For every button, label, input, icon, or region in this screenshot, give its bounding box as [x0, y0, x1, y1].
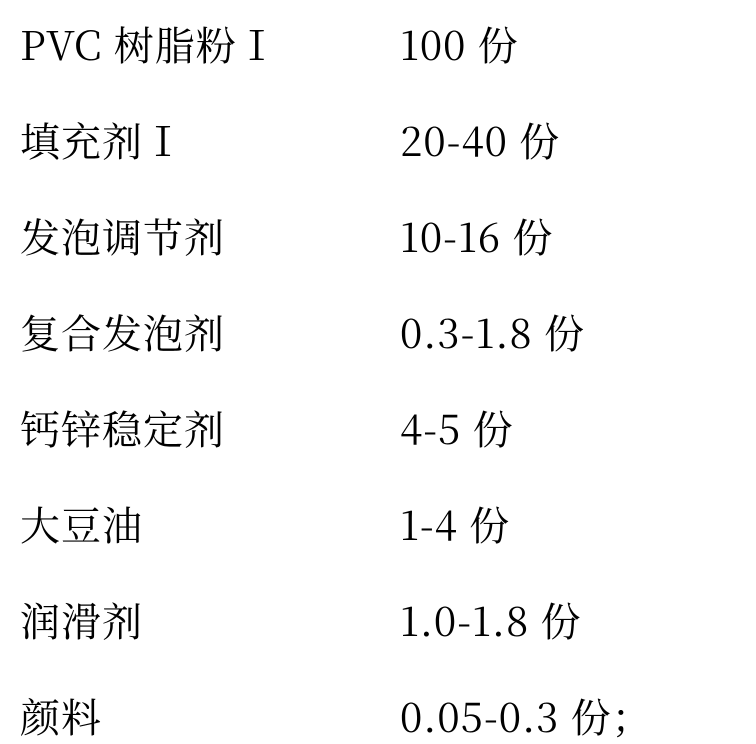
- formulation-list: PVC 树脂粉Ⅰ 100 份 填充剂Ⅰ 20-40 份 发泡调节剂 10-16 …: [0, 0, 756, 744]
- ingredient-label: 大豆油: [20, 500, 400, 548]
- table-row: 填充剂Ⅰ 20-40 份: [20, 116, 736, 164]
- ingredient-value: 4-5 份: [400, 404, 514, 452]
- table-row: 复合发泡剂 0.3-1.8 份: [20, 308, 736, 356]
- ingredient-label: PVC 树脂粉Ⅰ: [20, 20, 400, 68]
- table-row: 钙锌稳定剂 4-5 份: [20, 404, 736, 452]
- table-row: 发泡调节剂 10-16 份: [20, 212, 736, 260]
- ingredient-value: 1.0-1.8 份: [400, 596, 582, 644]
- ingredient-value: 20-40 份: [400, 116, 560, 164]
- table-row: 大豆油 1-4 份: [20, 500, 736, 548]
- ingredient-label: 发泡调节剂: [20, 212, 400, 260]
- ingredient-label: 润滑剂: [20, 596, 400, 644]
- table-row: 润滑剂 1.0-1.8 份: [20, 596, 736, 644]
- table-row: PVC 树脂粉Ⅰ 100 份: [20, 20, 736, 68]
- ingredient-label: 复合发泡剂: [20, 308, 400, 356]
- ingredient-value: 0.05-0.3 份；: [400, 692, 653, 740]
- table-row: 颜料 0.05-0.3 份；: [20, 692, 736, 740]
- ingredient-label: 钙锌稳定剂: [20, 404, 400, 452]
- ingredient-value: 1-4 份: [400, 500, 510, 548]
- ingredient-label: 填充剂Ⅰ: [20, 116, 400, 164]
- ingredient-value: 10-16 份: [400, 212, 553, 260]
- ingredient-label: 颜料: [20, 692, 400, 740]
- ingredient-value: 100 份: [400, 20, 519, 68]
- ingredient-value: 0.3-1.8 份: [400, 308, 585, 356]
